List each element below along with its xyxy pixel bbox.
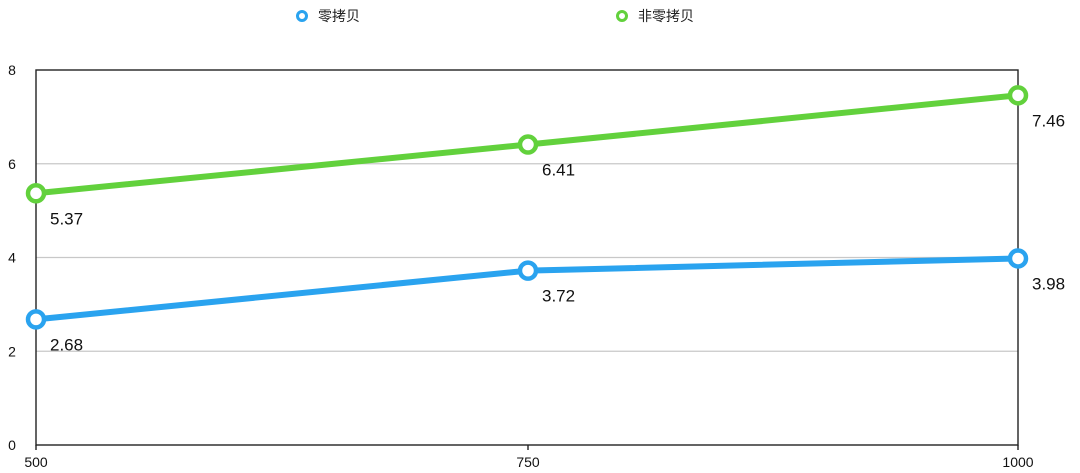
series-1-data-label-750: 3.72: [542, 287, 575, 306]
series-2-data-label-500: 5.37: [50, 209, 83, 228]
series-1-point-500: [25, 309, 47, 330]
series-1-data-label-500: 2.68: [50, 335, 83, 354]
series-2-data-label-1000: 7.46: [1032, 111, 1065, 130]
legend-label-1: 零拷贝: [318, 9, 360, 25]
x-tick-label-500: 500: [24, 454, 48, 470]
series-1-data-label-1000: 3.98: [1032, 274, 1065, 293]
series-2-point-1000: [1007, 85, 1029, 106]
legend-marker-1: [296, 10, 308, 22]
legend-label-2: 非零拷贝: [638, 9, 694, 25]
series-2-data-label-750: 6.41: [542, 161, 575, 180]
y-tick-label-4: 4: [8, 250, 16, 266]
y-tick-label-8: 8: [8, 62, 16, 78]
x-tick-label-1000: 1000: [1002, 454, 1033, 470]
y-tick-label-6: 6: [8, 156, 16, 172]
series-1-point-1000: [1007, 248, 1029, 269]
series-2-point-750: [517, 134, 539, 155]
series-1-point-750: [517, 260, 539, 281]
x-tick-label-750: 750: [516, 454, 540, 470]
legend-marker-2: [616, 10, 628, 22]
y-tick-label-0: 0: [8, 437, 16, 453]
y-tick-label-2: 2: [8, 343, 16, 359]
series-2-point-500: [25, 183, 47, 204]
